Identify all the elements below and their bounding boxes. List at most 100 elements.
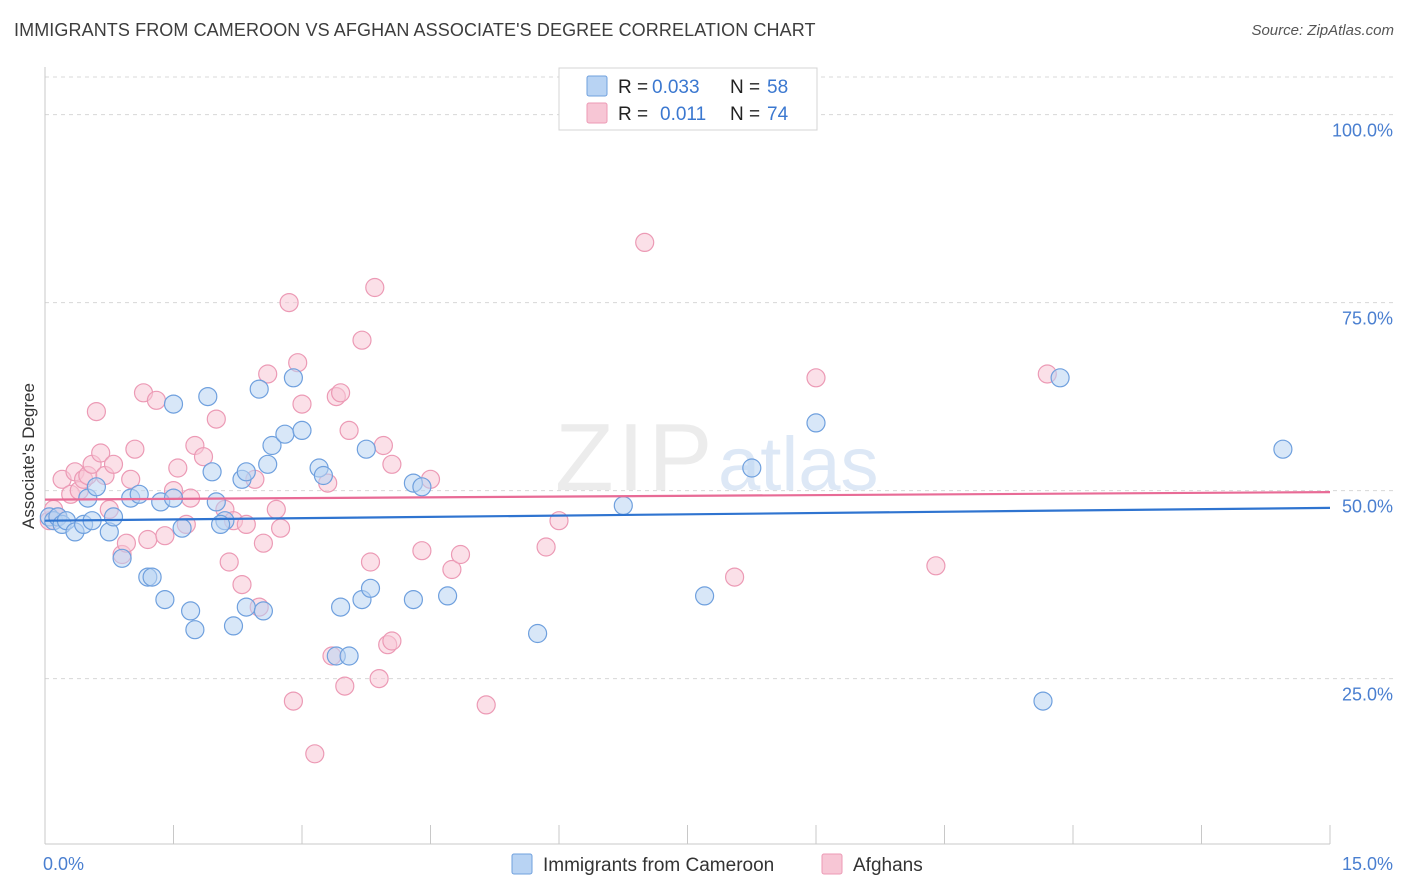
point-cameroon	[694, 586, 715, 606]
point-cameroon	[742, 458, 762, 478]
point-cameroon	[313, 465, 333, 486]
point-cameroon	[172, 518, 192, 538]
point-cameroon	[356, 439, 376, 459]
point-cameroon	[403, 589, 423, 610]
legend-r-value-2: 0.011	[660, 104, 706, 125]
point-cameroon	[142, 567, 162, 587]
point-cameroon	[258, 454, 278, 474]
point-afghans	[91, 443, 111, 463]
point-afghans	[258, 364, 278, 384]
point-afghans	[536, 537, 556, 557]
watermark-zip: ZIP	[555, 404, 716, 511]
point-afghans	[360, 552, 381, 572]
point-afghans	[635, 232, 655, 252]
y-tick-label: 25.0%	[1342, 685, 1393, 705]
trend-line-afghans	[44, 491, 1331, 501]
point-afghans	[86, 402, 107, 422]
point-cameroon	[412, 477, 432, 497]
point-afghans	[373, 435, 393, 456]
point-cameroon	[1273, 439, 1293, 459]
point-afghans	[382, 631, 402, 651]
point-cameroon	[112, 548, 132, 568]
legend-n-label-1: N =	[730, 77, 760, 98]
point-afghans	[926, 556, 946, 576]
point-cameroon	[438, 586, 458, 606]
point-afghans	[232, 574, 252, 595]
point-afghans	[266, 499, 286, 519]
y-tick-label: 75.0%	[1342, 309, 1393, 329]
point-cameroon	[129, 484, 149, 504]
point-afghans	[724, 567, 745, 587]
point-afghans	[253, 533, 273, 553]
point-afghans	[155, 526, 175, 546]
trend-lines	[44, 491, 1331, 522]
point-cameroon	[206, 492, 226, 512]
point-afghans	[382, 454, 402, 474]
legend-r-value-1: 0.033	[652, 77, 700, 98]
point-afghans	[146, 390, 166, 410]
point-afghans	[279, 293, 299, 313]
point-cameroon	[249, 379, 269, 399]
point-cameroon	[236, 597, 256, 617]
point-cameroon	[185, 620, 205, 640]
point-afghans	[168, 458, 188, 478]
point-afghans	[138, 529, 158, 550]
legend-swatch-afghans	[586, 102, 608, 124]
point-afghans	[125, 439, 145, 459]
point-afghans	[549, 511, 569, 531]
legend-n-value-2: 74	[767, 104, 789, 125]
x-tick-label: 15.0%	[1342, 854, 1393, 874]
point-cameroon	[163, 394, 184, 414]
point-afghans	[412, 541, 432, 561]
point-cameroon	[253, 601, 273, 621]
legend-n-label-2: N =	[730, 104, 760, 125]
point-cameroon	[613, 496, 633, 516]
point-afghans	[121, 469, 141, 489]
axes: 0.0% 15.0%	[43, 67, 1393, 874]
point-cameroon	[527, 623, 548, 644]
legend-series: Immigrants from Cameroon Afghans	[511, 853, 923, 876]
point-afghans	[206, 409, 226, 429]
legend-swatch-cameroon	[586, 75, 608, 97]
point-afghans	[450, 544, 471, 565]
point-cameroon	[1033, 691, 1053, 711]
point-cameroon	[292, 420, 312, 440]
point-cameroon	[262, 435, 282, 456]
point-cameroon	[806, 413, 826, 433]
legend-n-value-1: 58	[767, 77, 788, 98]
point-afghans	[365, 277, 385, 298]
point-afghans	[271, 518, 291, 538]
point-cameroon	[339, 646, 359, 666]
legend-bottom-label-cameroon: Immigrants from Cameroon	[543, 855, 774, 876]
point-afghans	[292, 394, 312, 414]
chart-title: IMMIGRANTS FROM CAMEROON VS AFGHAN ASSOC…	[14, 20, 816, 40]
point-afghans	[352, 330, 372, 350]
point-cameroon	[223, 616, 244, 636]
point-cameroon	[181, 601, 201, 621]
point-afghans	[331, 383, 351, 403]
source-credit: Source: ZipAtlas.com	[1251, 22, 1394, 39]
legend-bottom-label-afghans: Afghans	[853, 855, 923, 876]
point-afghans	[339, 420, 359, 440]
point-afghans	[103, 454, 124, 474]
point-cameroon	[275, 424, 295, 444]
point-afghans	[219, 552, 239, 572]
point-afghans	[193, 447, 214, 467]
point-afghans	[806, 368, 826, 388]
point-cameroon	[86, 477, 107, 497]
x-tick-label: 0.0%	[43, 854, 84, 874]
legend-r-label-1: R =	[618, 77, 648, 98]
point-cameroon	[331, 597, 351, 617]
point-cameroon	[1050, 368, 1070, 388]
point-afghans	[442, 559, 462, 580]
point-cameroon	[360, 578, 381, 598]
point-afghans	[369, 668, 389, 689]
y-axis-label: Associate's Degree	[19, 383, 38, 529]
point-afghans	[476, 695, 496, 715]
y-tick-label: 100.0%	[1332, 121, 1393, 141]
point-cameroon	[283, 368, 303, 388]
point-cameroon	[198, 387, 218, 407]
point-cameroon	[155, 589, 175, 610]
point-afghans	[283, 691, 303, 711]
